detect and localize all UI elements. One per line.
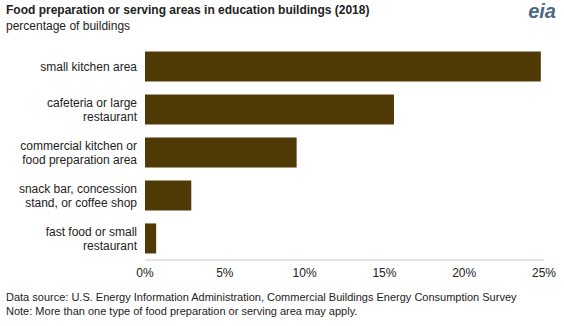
svg-text:15%: 15% — [372, 266, 396, 280]
html-text:Food preparation or serving ar: Food preparation or serving areas in edu… — [6, 3, 370, 17]
svg-text:small kitchen area: small kitchen area — [40, 60, 137, 74]
html-text:Note: More than one type of fo: Note: More than one type of food prepara… — [6, 305, 358, 317]
html-text:percentage of buildings: percentage of buildings — [6, 19, 131, 33]
svg-text:20%: 20% — [452, 266, 476, 280]
svg-text:5%: 5% — [216, 266, 234, 280]
html-text:Data source: U.S. Energy Infor: Data source: U.S. Energy Information Adm… — [6, 291, 517, 303]
svg-text:0%: 0% — [136, 266, 154, 280]
svg-text:25%: 25% — [532, 266, 556, 280]
html-text:eia: eia — [528, 0, 556, 22]
svg-text:fast food or smallrestaurant: fast food or smallrestaurant — [46, 225, 138, 253]
svg-text:cafeteria or largerestaurant: cafeteria or largerestaurant — [47, 96, 138, 124]
svg-text:snack bar, concessionstand, or: snack bar, concessionstand, or coffee sh… — [19, 182, 137, 210]
svg-text:10%: 10% — [293, 266, 317, 280]
svg-text:commercial kitchen orfood prep: commercial kitchen orfood preparation ar… — [20, 139, 137, 167]
